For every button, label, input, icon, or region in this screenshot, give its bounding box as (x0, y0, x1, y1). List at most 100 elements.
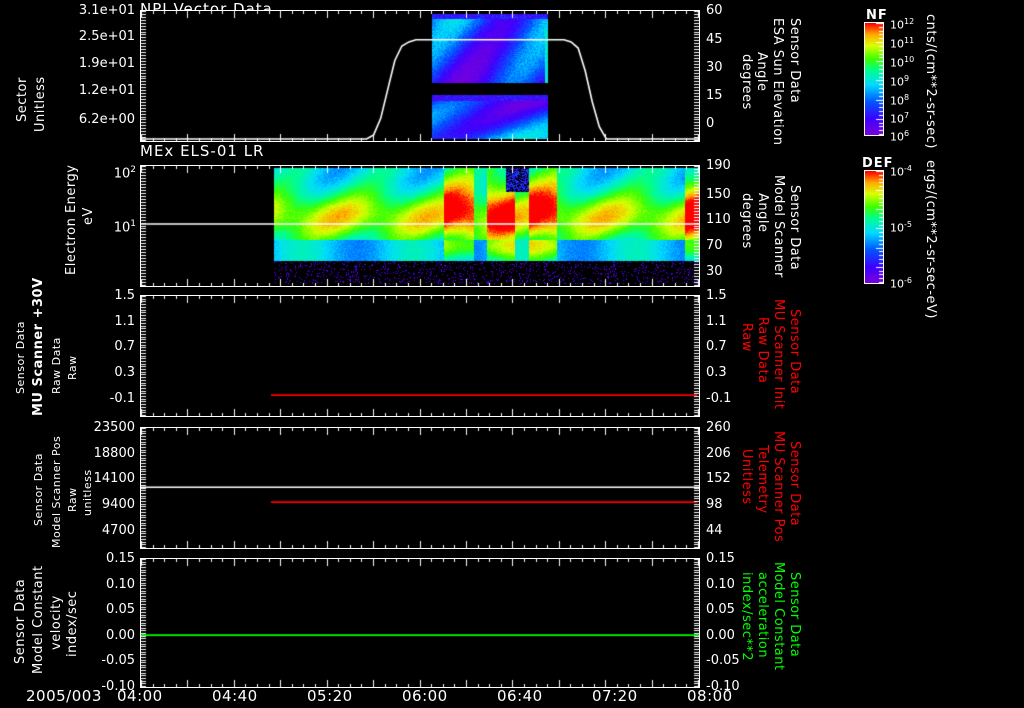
panel-npi-plot-frame[interactable] (140, 10, 700, 142)
panel-mu30v-right-label-line3: Raw Data (755, 317, 770, 384)
time-axis-tick-5: 07:20 (592, 687, 638, 705)
panel-els-title: MEx ELS-01 LR (140, 142, 265, 160)
time-axis-tick-3: 06:00 (402, 687, 448, 705)
panel-els-ytick-0-exp: 2 (130, 165, 136, 175)
colorbar-nf-tick-2: 1010 (890, 55, 914, 70)
panel-vel-plot-frame[interactable] (140, 558, 700, 688)
cb1-m4: 10 (890, 94, 904, 108)
cb1-m1: 10 (890, 37, 904, 51)
panel-npi-right-tick-1: 45 (706, 32, 723, 47)
colorbar-def[interactable] (864, 170, 884, 284)
panel-mu30v-ytick-0: 1.5 (114, 288, 135, 303)
colorbar-def-unit: ergs/(cm**2-sr-sec-eV) (923, 160, 938, 319)
cb2-m1: 10 (890, 221, 904, 235)
colorbar-nf[interactable] (864, 22, 884, 136)
panel-vel-right-label-line1: Sensor Data (787, 572, 802, 658)
colorbar-nf-tick-5: 107 (890, 111, 909, 126)
panel-vel-ytick-4: -0.05 (101, 653, 135, 668)
panel-vel-right-tick-0: 0.15 (706, 551, 735, 566)
cb1-m0: 10 (890, 18, 904, 32)
panel-vel-right-tick-1: 0.10 (706, 577, 735, 592)
colorbar-nf-unit: cnts/(cm**2-sr-sec) (923, 14, 938, 149)
panel-vel-left-label-line2: Model Constant (31, 565, 46, 674)
panel-npi-ytick-1: 2.5e+01 (78, 29, 135, 44)
time-axis-tick-0: 04:00 (117, 687, 163, 705)
panel-pos-right-label-line2: MU Scanner Pos (771, 431, 786, 543)
cb2-m2: 10 (890, 277, 904, 291)
cb2-e2: -6 (904, 276, 912, 285)
panel-pos-right-tick-3: 98 (706, 497, 723, 512)
panel-els-right-label-line4: degrees (739, 193, 754, 249)
panel-vel-right-tick-2: 0.05 (706, 602, 735, 617)
cb1-e6: 6 (904, 129, 910, 138)
panel-npi-ytick-0: 3.1e+01 (78, 3, 135, 18)
panel-pos-ytick-0: 23500 (93, 420, 135, 435)
panel-pos-ytick-3: 9400 (101, 497, 135, 512)
panel-mu30v-ytick-3: 0.3 (114, 365, 135, 380)
time-axis-tick-1: 04:40 (212, 687, 258, 705)
panel-mu30v-right-label-line1: Sensor Data (787, 309, 802, 395)
panel-mu30v-left-label-line1: Sensor Data (14, 321, 27, 394)
colorbar-def-tick-0: 10-4 (890, 164, 912, 179)
panel-els-left-label-line1: Electron Energy (64, 164, 79, 275)
colorbar-nf-tick-0: 1012 (890, 17, 914, 32)
colorbar-nf-tick-4: 108 (890, 93, 909, 108)
panel-mu30v-right-label-line2: MU Scanner Init (771, 299, 786, 410)
panel-mu30v-left-label-line4: Raw (66, 355, 79, 380)
colorbar-def-tick-2: 10-6 (890, 276, 912, 291)
panel-pos-right-label-line3: Telemetry (755, 445, 770, 514)
panel-mu30v-left-label-line2: MU Scanner +30V (31, 277, 46, 416)
panel-vel-right-tick-3: 0.00 (706, 628, 735, 643)
panel-pos-right-tick-2: 152 (706, 471, 731, 486)
panel-pos-right-label-line1: Sensor Data (787, 441, 802, 527)
panel-pos-left-label-line2: Model Scanner Pos (50, 435, 63, 548)
panel-vel-right-label-line2: Model Constant (771, 562, 786, 671)
cb2-e0: -4 (904, 164, 912, 173)
panel-els-ytick-1: 101 (98, 219, 136, 235)
panel-els-right-tick-2: 110 (706, 212, 731, 227)
panel-vel-left-label-line3: velocity (49, 595, 64, 650)
panel-els-plot-frame[interactable] (140, 165, 700, 287)
panel-mu30v-plot-frame[interactable] (140, 295, 700, 417)
panel-els-right-tick-4: 30 (706, 264, 723, 279)
cb1-e4: 8 (904, 93, 910, 102)
panel-pos-right-tick-4: 44 (706, 523, 723, 538)
panel-mu30v-left-label-line3: Raw Data (50, 337, 63, 394)
panel-els-ytick-0: 102 (98, 165, 136, 181)
panel-pos-ytick-1: 18800 (93, 446, 135, 461)
panel-mu30v-right-tick-2: 0.7 (706, 339, 727, 354)
panel-npi-left-label-line2: Unitless (33, 76, 48, 132)
panel-pos-right-label-line4: Unitless (739, 449, 754, 505)
panel-mu30v-right-tick-3: 0.3 (706, 365, 727, 380)
panel-vel-ytick-3: 0.00 (106, 628, 135, 643)
cb1-m5: 10 (890, 112, 904, 126)
cb1-m2: 10 (890, 56, 904, 70)
panel-els-right-label-line3: Angle (755, 193, 770, 233)
panel-vel-right-label-line4: index/sec**2 (739, 572, 754, 662)
time-axis-tick-6: 08:00 (687, 687, 733, 705)
panel-mu30v-right-tick-0: 1.5 (706, 288, 727, 303)
panel-vel-right-label-line3: acceleration (755, 572, 770, 659)
panel-pos-plot-frame[interactable] (140, 427, 700, 549)
panel-pos-ytick-4: 4700 (101, 523, 135, 538)
panel-npi-ytick-3: 1.2e+01 (78, 83, 135, 98)
panel-mu30v-ytick-1: 1.1 (114, 314, 135, 329)
panel-pos-right-tick-1: 206 (706, 446, 731, 461)
panel-vel-right-tick-4: -0.05 (706, 653, 740, 668)
cb2-m0: 10 (890, 165, 904, 179)
panel-mu30v-ytick-4: -0.1 (109, 391, 135, 406)
colorbar-def-tick-1: 10-5 (890, 220, 912, 235)
panel-els-ytick-0-mantissa: 10 (113, 166, 131, 182)
panel-vel-ytick-0: 0.15 (106, 551, 135, 566)
panel-els-ytick-1-exp: 1 (130, 219, 136, 229)
panel-npi-ytick-2: 1.9e+01 (78, 56, 135, 71)
panel-els-right-tick-0: 190 (706, 158, 731, 173)
panel-els-ytick-1-mantissa: 10 (113, 220, 131, 236)
panel-npi-right-label-line4: degrees (739, 54, 754, 110)
time-axis-tick-2: 05:20 (307, 687, 353, 705)
panel-els-left-label-line2: eV (81, 207, 96, 225)
cb1-m6: 10 (890, 130, 904, 144)
panel-npi-left-label-line1: Sector (15, 77, 30, 122)
cb1-m3: 10 (890, 75, 904, 89)
panel-npi-right-tick-4: 0 (706, 116, 715, 131)
